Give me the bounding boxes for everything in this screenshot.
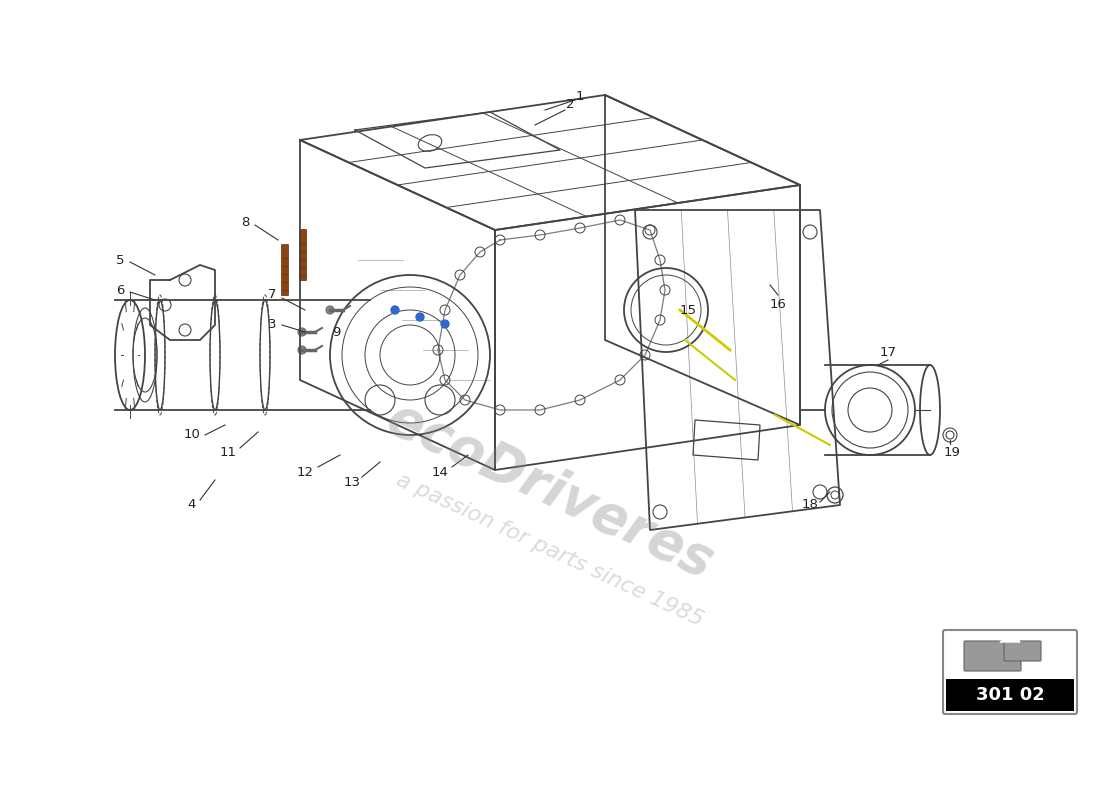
Text: 4: 4 [188,498,196,511]
Text: 14: 14 [431,466,449,478]
Ellipse shape [298,328,306,336]
Text: 1: 1 [575,90,584,103]
Text: 13: 13 [343,475,361,489]
Text: 18: 18 [802,498,818,511]
Ellipse shape [326,306,334,314]
Text: 6: 6 [116,283,124,297]
Circle shape [416,313,424,321]
Text: 17: 17 [880,346,896,358]
Text: 5: 5 [116,254,124,266]
Text: 15: 15 [680,303,696,317]
FancyBboxPatch shape [943,630,1077,714]
Text: 10: 10 [184,429,200,442]
Text: 16: 16 [770,298,786,311]
Ellipse shape [298,346,306,354]
Text: 3: 3 [267,318,276,331]
Text: a passion for parts since 1985: a passion for parts since 1985 [394,470,706,630]
FancyBboxPatch shape [1004,641,1041,661]
Circle shape [441,320,449,328]
Text: ecoDriveres: ecoDriveres [378,391,722,589]
Text: 301 02: 301 02 [976,686,1044,704]
Text: 19: 19 [944,446,960,458]
Text: 2: 2 [565,98,574,111]
Text: 9: 9 [332,326,340,338]
Text: 7: 7 [267,289,276,302]
Circle shape [390,306,399,314]
Text: 11: 11 [220,446,236,458]
Text: 12: 12 [297,466,313,478]
FancyBboxPatch shape [299,230,307,281]
FancyBboxPatch shape [964,641,1021,671]
FancyBboxPatch shape [946,679,1074,711]
Polygon shape [1000,632,1020,642]
Text: 8: 8 [241,215,250,229]
FancyBboxPatch shape [282,245,288,295]
